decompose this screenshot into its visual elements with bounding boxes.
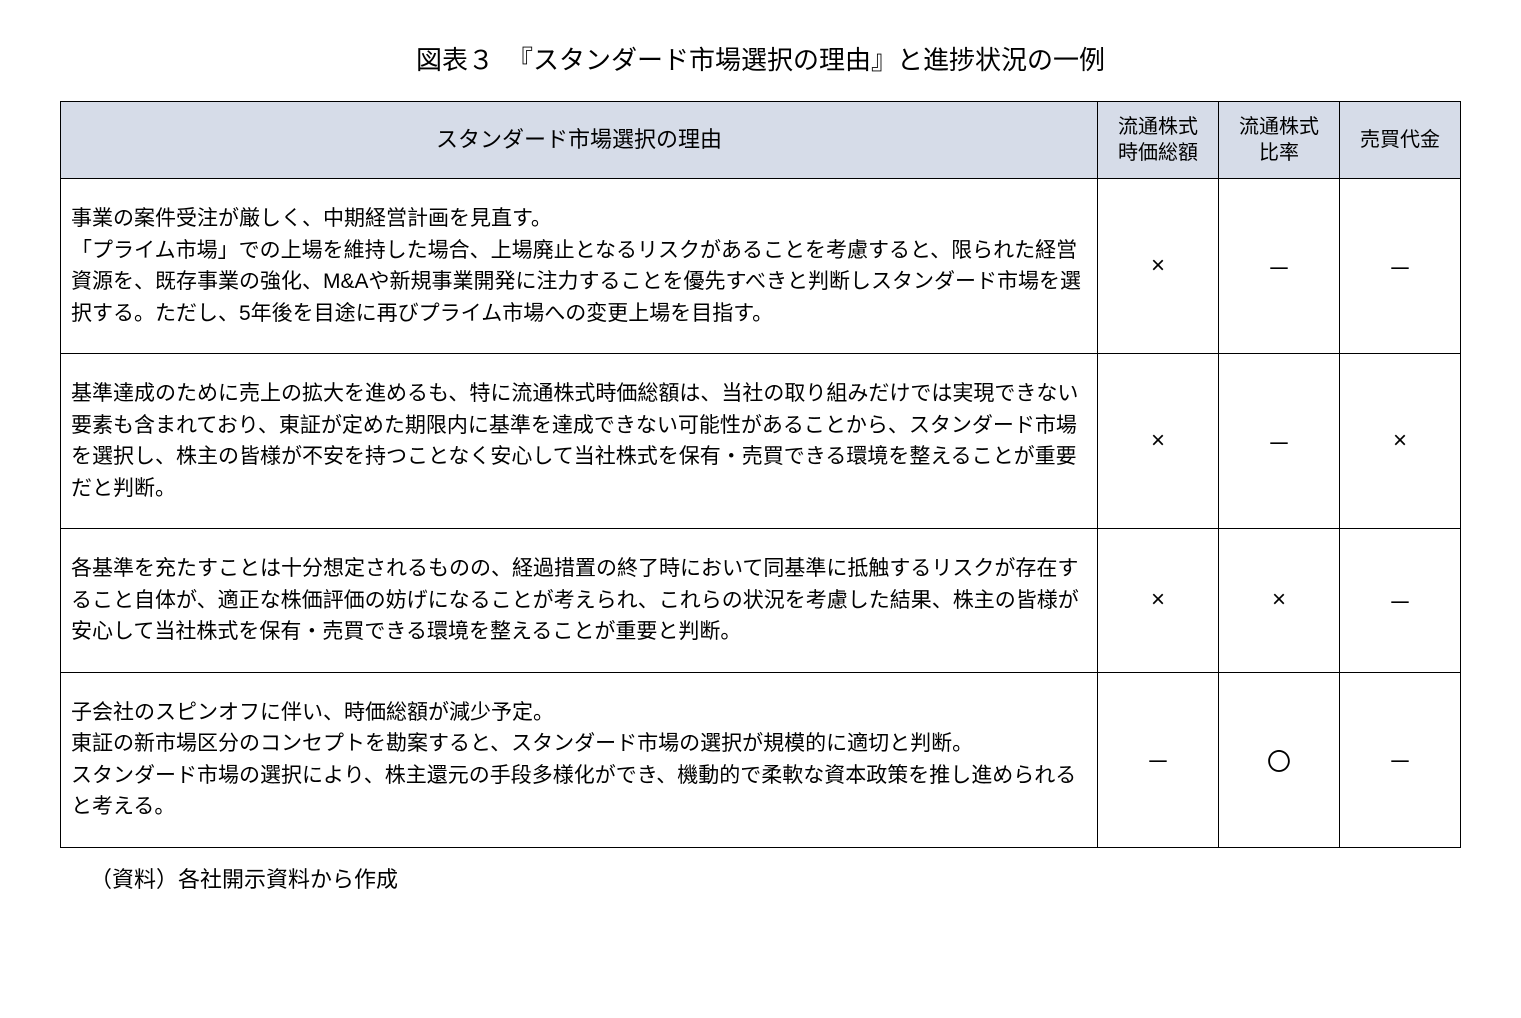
col-header-reason: スタンダード市場選択の理由 bbox=[61, 102, 1098, 179]
cell-mark: × bbox=[1098, 529, 1219, 673]
col-header-ratio: 流通株式比率 bbox=[1219, 102, 1340, 179]
cell-mark: × bbox=[1340, 354, 1461, 529]
cell-mark: － bbox=[1219, 354, 1340, 529]
cell-mark: － bbox=[1098, 672, 1219, 847]
cell-mark: － bbox=[1340, 672, 1461, 847]
cell-reason: 各基準を充たすことは十分想定されるものの、経過措置の終了時において同基準に抵触す… bbox=[61, 529, 1098, 673]
table-row: 各基準を充たすことは十分想定されるものの、経過措置の終了時において同基準に抵触す… bbox=[61, 529, 1461, 673]
source-note: （資料）各社開示資料から作成 bbox=[90, 862, 1461, 894]
cell-reason: 基準達成のために売上の拡大を進めるも、特に流通株式時価総額は、当社の取り組みだけ… bbox=[61, 354, 1098, 529]
table-row: 事業の案件受注が厳しく、中期経営計画を見直す。「プライム市場」での上場を維持した… bbox=[61, 179, 1461, 354]
cell-reason: 事業の案件受注が厳しく、中期経営計画を見直す。「プライム市場」での上場を維持した… bbox=[61, 179, 1098, 354]
table-row: 基準達成のために売上の拡大を進めるも、特に流通株式時価総額は、当社の取り組みだけ… bbox=[61, 354, 1461, 529]
col-header-trading: 売買代金 bbox=[1340, 102, 1461, 179]
market-selection-table: スタンダード市場選択の理由 流通株式時価総額 流通株式比率 売買代金 事業の案件… bbox=[60, 101, 1461, 848]
cell-mark: 〇 bbox=[1219, 672, 1340, 847]
cell-reason: 子会社のスピンオフに伴い、時価総額が減少予定。東証の新市場区分のコンセプトを勘案… bbox=[61, 672, 1098, 847]
table-row: 子会社のスピンオフに伴い、時価総額が減少予定。東証の新市場区分のコンセプトを勘案… bbox=[61, 672, 1461, 847]
cell-mark: × bbox=[1098, 354, 1219, 529]
cell-mark: － bbox=[1340, 529, 1461, 673]
col-header-market-cap: 流通株式時価総額 bbox=[1098, 102, 1219, 179]
cell-mark: － bbox=[1340, 179, 1461, 354]
cell-mark: － bbox=[1219, 179, 1340, 354]
table-title: 図表３ 『スタンダード市場選択の理由』と進捗状況の一例 bbox=[60, 40, 1461, 77]
cell-mark: × bbox=[1098, 179, 1219, 354]
cell-mark: × bbox=[1219, 529, 1340, 673]
